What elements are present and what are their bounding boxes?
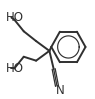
Text: HO: HO xyxy=(6,11,24,24)
Text: HO: HO xyxy=(6,62,24,75)
Text: N: N xyxy=(56,84,65,98)
